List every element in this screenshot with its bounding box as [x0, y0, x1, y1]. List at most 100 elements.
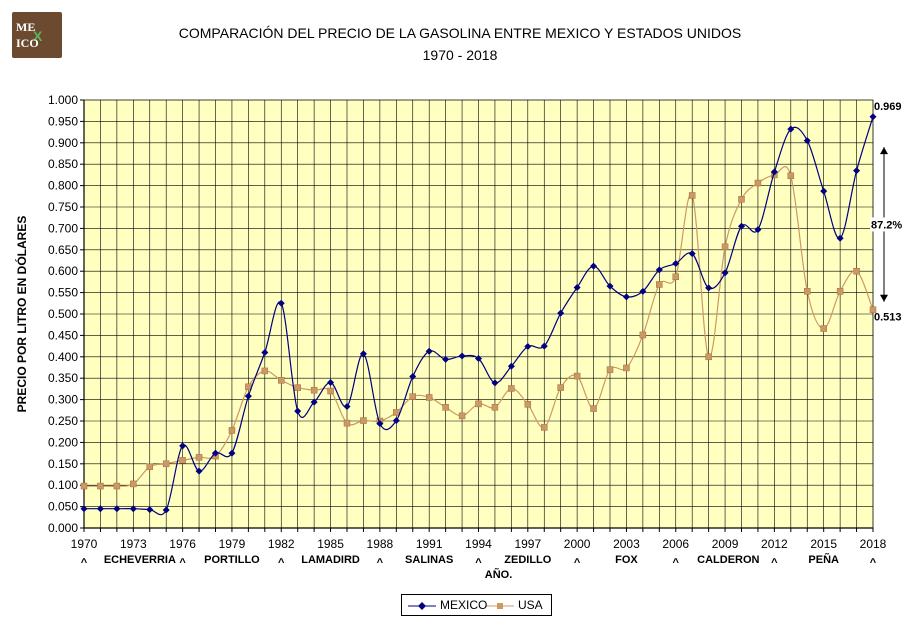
era-marker: ^	[278, 557, 285, 569]
y-tick-label: 0.500	[48, 307, 78, 321]
point-usa	[360, 417, 367, 424]
point-usa	[738, 196, 745, 203]
y-tick-label: 0.100	[48, 478, 78, 492]
era-marker: ^	[81, 557, 88, 569]
y-tick-label: 0.400	[48, 350, 78, 364]
point-mexico	[162, 506, 170, 514]
era-marker: ^	[574, 557, 581, 569]
point-mexico	[310, 398, 318, 406]
era-marker: ^	[377, 557, 384, 569]
x-tick-label: 1976	[169, 537, 196, 551]
annotation-percent: 87.2%	[871, 219, 902, 231]
x-tick-label: 1994	[465, 537, 492, 551]
x-tick-label: 2006	[662, 537, 689, 551]
y-tick-label: 0.850	[48, 157, 78, 171]
logo-text-top: ME	[16, 20, 36, 34]
point-mexico	[195, 467, 203, 475]
point-mexico	[96, 505, 104, 513]
y-tick-label: 0.600	[48, 264, 78, 278]
era-label: ECHEVERRIA	[104, 554, 176, 566]
x-axis-label: AÑO.	[485, 568, 513, 581]
era-marker: ^	[771, 557, 778, 569]
legend-swatches	[408, 602, 514, 610]
y-tick-label: 0.550	[48, 286, 78, 300]
point-mexico	[491, 379, 499, 387]
point-usa	[656, 281, 663, 288]
era-label: PEÑA	[808, 553, 839, 566]
point-mexico	[655, 266, 663, 274]
point-mexico	[787, 125, 795, 133]
x-tick-label: 2009	[712, 537, 739, 551]
point-mexico	[721, 269, 729, 277]
point-usa	[228, 427, 236, 434]
x-tick-label: 1985	[317, 537, 344, 551]
point-mexico	[754, 226, 762, 234]
era-label: LAMADIRD	[301, 554, 360, 566]
era-label: CALDERON	[697, 554, 759, 566]
point-usa	[541, 424, 548, 431]
y-tick-label: 0.200	[48, 435, 78, 449]
mexico-logo: ME X ICO	[12, 12, 62, 58]
y-tick-label: 0.950	[48, 114, 78, 128]
point-mexico	[458, 352, 466, 360]
x-tick-label: 1970	[71, 537, 98, 551]
chart-title: COMPARACIÓN DEL PRECIO DE LA GASOLINA EN…	[178, 25, 742, 41]
point-mexico	[129, 505, 137, 513]
point-mexico	[606, 282, 614, 290]
point-mexico	[590, 262, 598, 270]
point-mexico	[343, 402, 351, 410]
era-label: FOX	[615, 554, 638, 566]
point-mexico	[622, 293, 630, 301]
point-usa	[787, 172, 795, 180]
point-mexico	[425, 347, 433, 355]
y-axis-label: PRECIO POR LITRO EN DÓLARES	[14, 216, 29, 413]
point-mexico	[557, 309, 565, 317]
point-mexico	[672, 259, 680, 267]
x-tick-label: 2000	[564, 537, 591, 551]
point-mexico	[392, 417, 400, 425]
era-label: SALINAS	[405, 554, 453, 566]
point-mexico	[244, 392, 252, 400]
point-mexico	[738, 222, 745, 230]
point-usa	[442, 404, 449, 411]
point-usa	[310, 386, 318, 394]
point-usa	[179, 457, 186, 464]
x-tick-label: 2015	[810, 537, 837, 551]
point-mexico	[146, 506, 154, 514]
point-mexico	[442, 355, 450, 363]
point-mexico	[688, 250, 696, 258]
point-usa	[425, 394, 433, 401]
y-tick-label: 0.650	[48, 243, 78, 257]
y-tick-label: 0.050	[48, 500, 78, 514]
point-usa	[573, 372, 581, 380]
point-usa	[672, 273, 679, 281]
x-tick-label: 1982	[268, 537, 295, 551]
point-usa	[97, 482, 104, 490]
era-marker: ^	[870, 557, 877, 569]
era-label: ZEDILLO	[504, 554, 551, 566]
point-usa	[688, 192, 696, 199]
point-usa	[639, 331, 647, 339]
y-tick-label: 0.700	[48, 221, 78, 235]
point-usa	[327, 387, 334, 395]
arrow-head-down	[880, 294, 888, 302]
x-tick-label: 1997	[514, 537, 541, 551]
point-usa	[343, 419, 351, 427]
point-mexico	[261, 349, 269, 357]
point-mexico	[179, 442, 187, 450]
point-usa	[508, 385, 515, 392]
chart-subtitle: 1970 - 2018	[422, 47, 498, 63]
point-mexico	[359, 350, 367, 358]
point-usa	[162, 460, 170, 468]
y-tick-label: 0.800	[48, 179, 78, 193]
era-label: PORTILLO	[204, 554, 260, 566]
y-tick-label: 0.000	[48, 521, 78, 535]
y-tick-label: 0.350	[48, 371, 78, 385]
y-tick-label: 0.300	[48, 393, 78, 407]
x-tick-label: 2018	[860, 537, 887, 551]
point-mexico	[376, 420, 384, 428]
point-usa	[491, 404, 499, 411]
point-usa	[705, 353, 712, 361]
point-usa	[80, 482, 88, 490]
annotation-percent-bg	[870, 217, 902, 232]
